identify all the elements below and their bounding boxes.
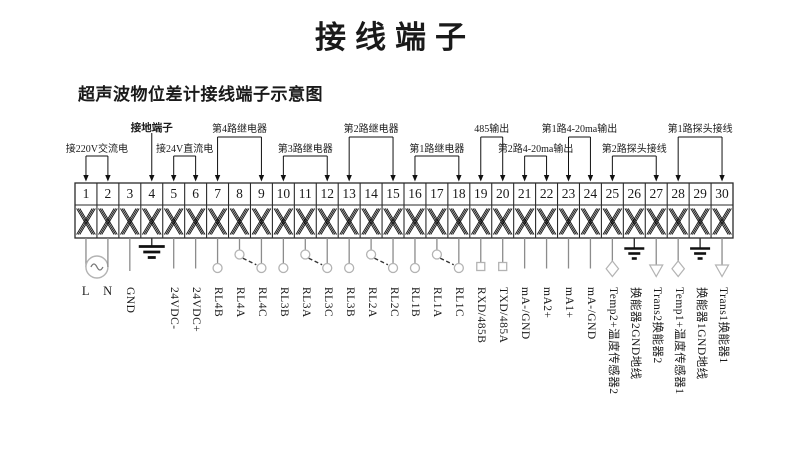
terminal-number: 21 — [517, 185, 532, 201]
terminal-number: 14 — [364, 185, 378, 201]
page-title: 接线端子 — [315, 20, 475, 55]
terminal-label: GND — [124, 287, 137, 314]
terminal-group-label: 接24V直流电 — [156, 144, 214, 155]
terminal-label: Trans2换能器2 — [650, 287, 663, 364]
terminal-number: 24 — [583, 185, 598, 201]
terminal-label: RL3A — [299, 287, 312, 318]
terminal-label: RL4A — [234, 287, 246, 318]
terminal-label: TXD/485A — [497, 287, 510, 344]
terminal-label: RL1C — [453, 287, 466, 318]
terminal-label: RL3C — [321, 287, 334, 318]
terminal-number: 3 — [126, 185, 134, 201]
terminal-number: 12 — [320, 185, 334, 201]
terminal-number: 27 — [649, 185, 663, 201]
terminal-group-label: 第2路探头接线 — [601, 144, 667, 155]
terminal-number: 28 — [671, 185, 685, 201]
terminal-label: RL3B — [277, 287, 290, 318]
terminal-label: RXD/485B — [475, 287, 488, 344]
terminal-label: 换能器1GND地线 — [694, 287, 707, 380]
terminal-label: mA-/GND — [519, 287, 532, 340]
terminal-group-label: 接220V交流电 — [65, 144, 129, 155]
terminal-number: 2 — [104, 185, 112, 201]
terminal-label: Temp1+温度传感器1 — [672, 287, 685, 395]
terminal-group-label: 第4路继电器 — [212, 124, 267, 135]
terminal-label: RL1A — [431, 287, 444, 318]
terminal-label: 换能器2GND地线 — [628, 287, 641, 380]
terminal-group-label: 第1路4-20ma输出 — [541, 124, 618, 135]
terminal-number: 30 — [715, 185, 729, 201]
terminal-group-label: 接地端子 — [130, 123, 173, 134]
terminal-label: N — [103, 284, 113, 298]
terminal-number: 25 — [605, 185, 620, 201]
terminal-label: 24VDC- — [168, 287, 181, 330]
terminal-number: 16 — [408, 185, 422, 201]
terminal-label: Temp2+温度传感器2 — [606, 287, 619, 395]
terminal-group-label: 485输出 — [474, 124, 510, 135]
terminal-group-label: 第2路4-20ma输出 — [497, 144, 574, 155]
terminal-number: 19 — [474, 185, 488, 201]
terminal-group-label: 第1路探头接线 — [667, 124, 733, 135]
terminal-number: 26 — [627, 185, 642, 201]
terminal-label: mA1+ — [563, 287, 575, 319]
terminal-number: 18 — [452, 185, 466, 201]
terminal-number: 29 — [693, 185, 707, 201]
terminal-number: 15 — [386, 185, 400, 201]
terminal-label: 24VDC+ — [190, 287, 203, 333]
terminal-number: 17 — [430, 185, 444, 201]
terminal-label: RL4B — [212, 287, 225, 318]
terminal-number: 4 — [148, 185, 156, 201]
terminal-number: 6 — [192, 185, 199, 201]
terminal-label: RL1B — [409, 287, 422, 318]
terminal-number: 8 — [236, 185, 243, 201]
terminal-number: 1 — [82, 185, 90, 201]
terminal-label: RL3B — [343, 287, 356, 318]
terminal-number: 5 — [170, 185, 178, 201]
terminal-label: L — [81, 284, 91, 298]
terminal-number: 9 — [258, 185, 265, 201]
terminal-number: 7 — [214, 185, 221, 201]
terminal-group-label: 第3路继电器 — [277, 144, 333, 155]
terminal-label: RL2A — [365, 287, 378, 318]
terminal-label: RL2C — [387, 287, 400, 318]
terminal-label: mA2+ — [541, 287, 554, 319]
terminal-number: 10 — [276, 185, 291, 201]
terminal-label: mA-/GND — [584, 287, 597, 340]
terminal-number: 22 — [539, 185, 554, 201]
terminal-number: 23 — [561, 185, 576, 201]
terminal-group-label: 第1路继电器 — [409, 144, 465, 155]
terminal-label: Trans1换能器1 — [716, 287, 729, 364]
diagram-subtitle: 超声波物位差计接线端子示意图 — [78, 85, 323, 104]
terminal-number: 20 — [495, 185, 510, 201]
terminal-label: RL4C — [255, 287, 268, 318]
terminal-number: 13 — [342, 185, 356, 201]
terminal-number: 11 — [298, 185, 312, 201]
terminal-group-label: 第2路继电器 — [343, 124, 399, 135]
